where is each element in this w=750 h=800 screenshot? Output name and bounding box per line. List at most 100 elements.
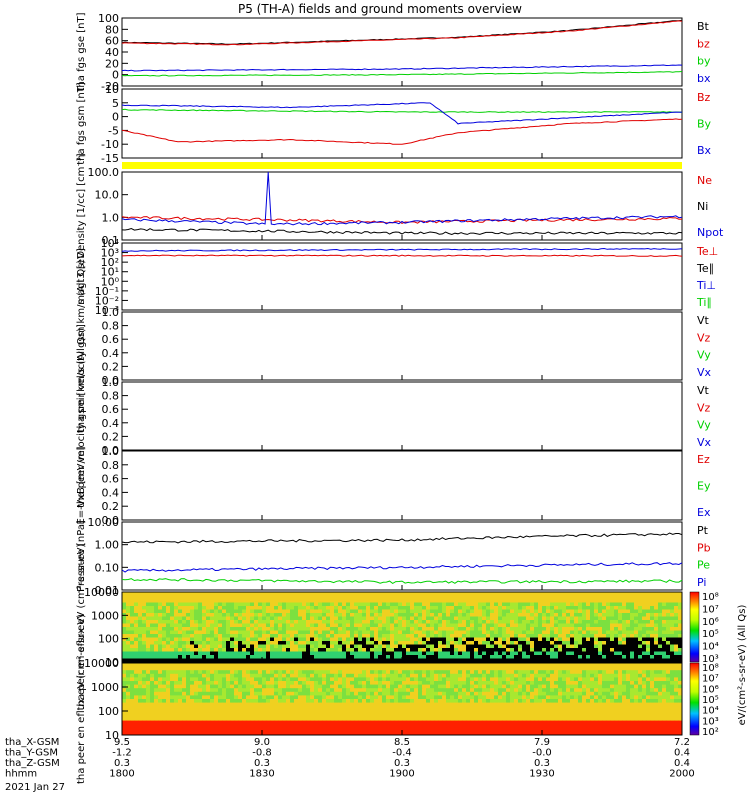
spectrogram-cell bbox=[542, 630, 547, 635]
spectrogram-cell bbox=[198, 630, 203, 635]
spectrogram-cell bbox=[410, 651, 415, 656]
spectrogram-cell bbox=[230, 627, 235, 631]
legend-by: by bbox=[697, 55, 711, 68]
spectrogram-cell bbox=[390, 706, 395, 711]
spectrogram-cell bbox=[478, 627, 483, 631]
spectrogram-cell bbox=[662, 599, 667, 603]
spectrogram-cell bbox=[190, 592, 195, 596]
spectrogram-cell bbox=[538, 602, 543, 607]
spectrogram-cell bbox=[214, 658, 219, 663]
spectrogram-cell bbox=[262, 658, 267, 663]
spectrogram-cell bbox=[670, 691, 675, 696]
spectrogram-cell bbox=[214, 648, 219, 652]
spectrogram-cell bbox=[522, 651, 527, 656]
spectrogram-cell bbox=[394, 677, 399, 682]
spectrogram-cell bbox=[554, 592, 559, 596]
spectrogram-cell bbox=[330, 644, 335, 649]
spectrogram-cell bbox=[410, 623, 415, 628]
spectrogram-cell bbox=[518, 663, 523, 668]
spectrogram-cell bbox=[538, 644, 543, 649]
spectrogram-cell bbox=[678, 702, 683, 707]
spectrogram-cell bbox=[398, 658, 403, 663]
spectrogram-cell bbox=[642, 627, 647, 631]
spectrogram-cell bbox=[502, 634, 507, 638]
spectrogram-cell bbox=[162, 688, 167, 693]
spectrogram-cell bbox=[298, 609, 303, 614]
spectrogram-cell bbox=[142, 609, 147, 614]
spectrogram-cell bbox=[614, 637, 619, 642]
spectrogram-cell bbox=[382, 666, 387, 671]
spectrogram-cell bbox=[262, 666, 267, 671]
spectrogram-cell bbox=[534, 691, 539, 696]
spectrogram-cell bbox=[242, 658, 247, 663]
spectrogram-cell bbox=[430, 634, 435, 638]
spectrogram-cell bbox=[502, 695, 507, 700]
spectrogram-cell bbox=[638, 620, 643, 624]
spectrogram-cell bbox=[434, 634, 439, 638]
spectrogram-cell bbox=[298, 644, 303, 649]
spectrogram-cell bbox=[314, 663, 319, 668]
spectrogram-cell bbox=[374, 688, 379, 693]
spectrogram-cell bbox=[514, 609, 519, 614]
spectrogram-cell bbox=[378, 673, 383, 678]
spectrogram-cell bbox=[606, 606, 611, 610]
spectrogram-cell bbox=[634, 602, 639, 607]
spectrogram-cell bbox=[494, 637, 499, 642]
spectrogram-cell bbox=[250, 681, 255, 686]
spectrogram-cell bbox=[146, 706, 151, 711]
spectrogram-cell bbox=[258, 648, 263, 652]
spectrogram-cell bbox=[522, 592, 527, 596]
spectrogram-cell bbox=[250, 663, 255, 668]
spectrogram-cell bbox=[310, 666, 315, 671]
spectrogram-cell bbox=[546, 681, 551, 686]
spectrogram-cell bbox=[554, 616, 559, 621]
spectrogram-cell bbox=[238, 648, 243, 652]
spectrogram-cell bbox=[594, 616, 599, 621]
spectrogram-cell bbox=[350, 655, 355, 659]
spectrogram-cell bbox=[230, 670, 235, 675]
spectrogram-cell bbox=[674, 641, 679, 645]
spectrogram-cell bbox=[434, 699, 439, 704]
spectrogram-cell bbox=[558, 630, 563, 635]
spectrogram-cell bbox=[266, 634, 271, 638]
spectrogram-cell bbox=[134, 695, 139, 700]
y-tick-label: 0.0 bbox=[102, 374, 120, 387]
spectrogram-cell bbox=[370, 695, 375, 700]
spectrogram-cell bbox=[354, 663, 359, 668]
spectrogram-cell bbox=[458, 658, 463, 663]
spectrogram-cell bbox=[562, 695, 567, 700]
spectrogram-cell bbox=[458, 666, 463, 671]
spectrogram-cell bbox=[482, 644, 487, 649]
spectrogram-cell bbox=[346, 613, 351, 617]
spectrogram-cell bbox=[638, 688, 643, 693]
spectrogram-cell bbox=[518, 641, 523, 645]
spectrogram-cell bbox=[290, 599, 295, 603]
spectrogram-cell bbox=[434, 609, 439, 614]
spectrogram-cell bbox=[146, 609, 151, 614]
spectrogram-cell bbox=[542, 670, 547, 675]
legend-bz: Bz bbox=[697, 91, 711, 104]
spectrogram-cell bbox=[562, 658, 567, 663]
spectrogram-cell bbox=[138, 644, 143, 649]
spectrogram-cell bbox=[174, 702, 179, 707]
y-tick-label: 0.4 bbox=[102, 486, 120, 499]
spectrogram-cell bbox=[302, 695, 307, 700]
spectrogram-cell bbox=[578, 709, 583, 714]
spectrogram-cell bbox=[510, 627, 515, 631]
spectrogram-cell bbox=[378, 630, 383, 635]
spectrogram-cell bbox=[622, 634, 627, 638]
spectrogram-cell bbox=[290, 681, 295, 686]
spectrogram-cell bbox=[478, 651, 483, 656]
spectrogram-cell bbox=[346, 592, 351, 596]
spectrogram-cell bbox=[150, 623, 155, 628]
spectrogram-cell bbox=[370, 602, 375, 607]
spectrogram-cell bbox=[298, 641, 303, 645]
spectrogram-cell bbox=[498, 592, 503, 596]
spectrogram-cell bbox=[178, 592, 183, 596]
spectrogram-cell bbox=[430, 655, 435, 659]
spectrogram-cell bbox=[350, 627, 355, 631]
spectrogram-cell bbox=[602, 641, 607, 645]
spectrogram-cell bbox=[590, 673, 595, 678]
spectrogram-cell bbox=[318, 641, 323, 645]
legend-bt: Bt bbox=[697, 20, 710, 33]
